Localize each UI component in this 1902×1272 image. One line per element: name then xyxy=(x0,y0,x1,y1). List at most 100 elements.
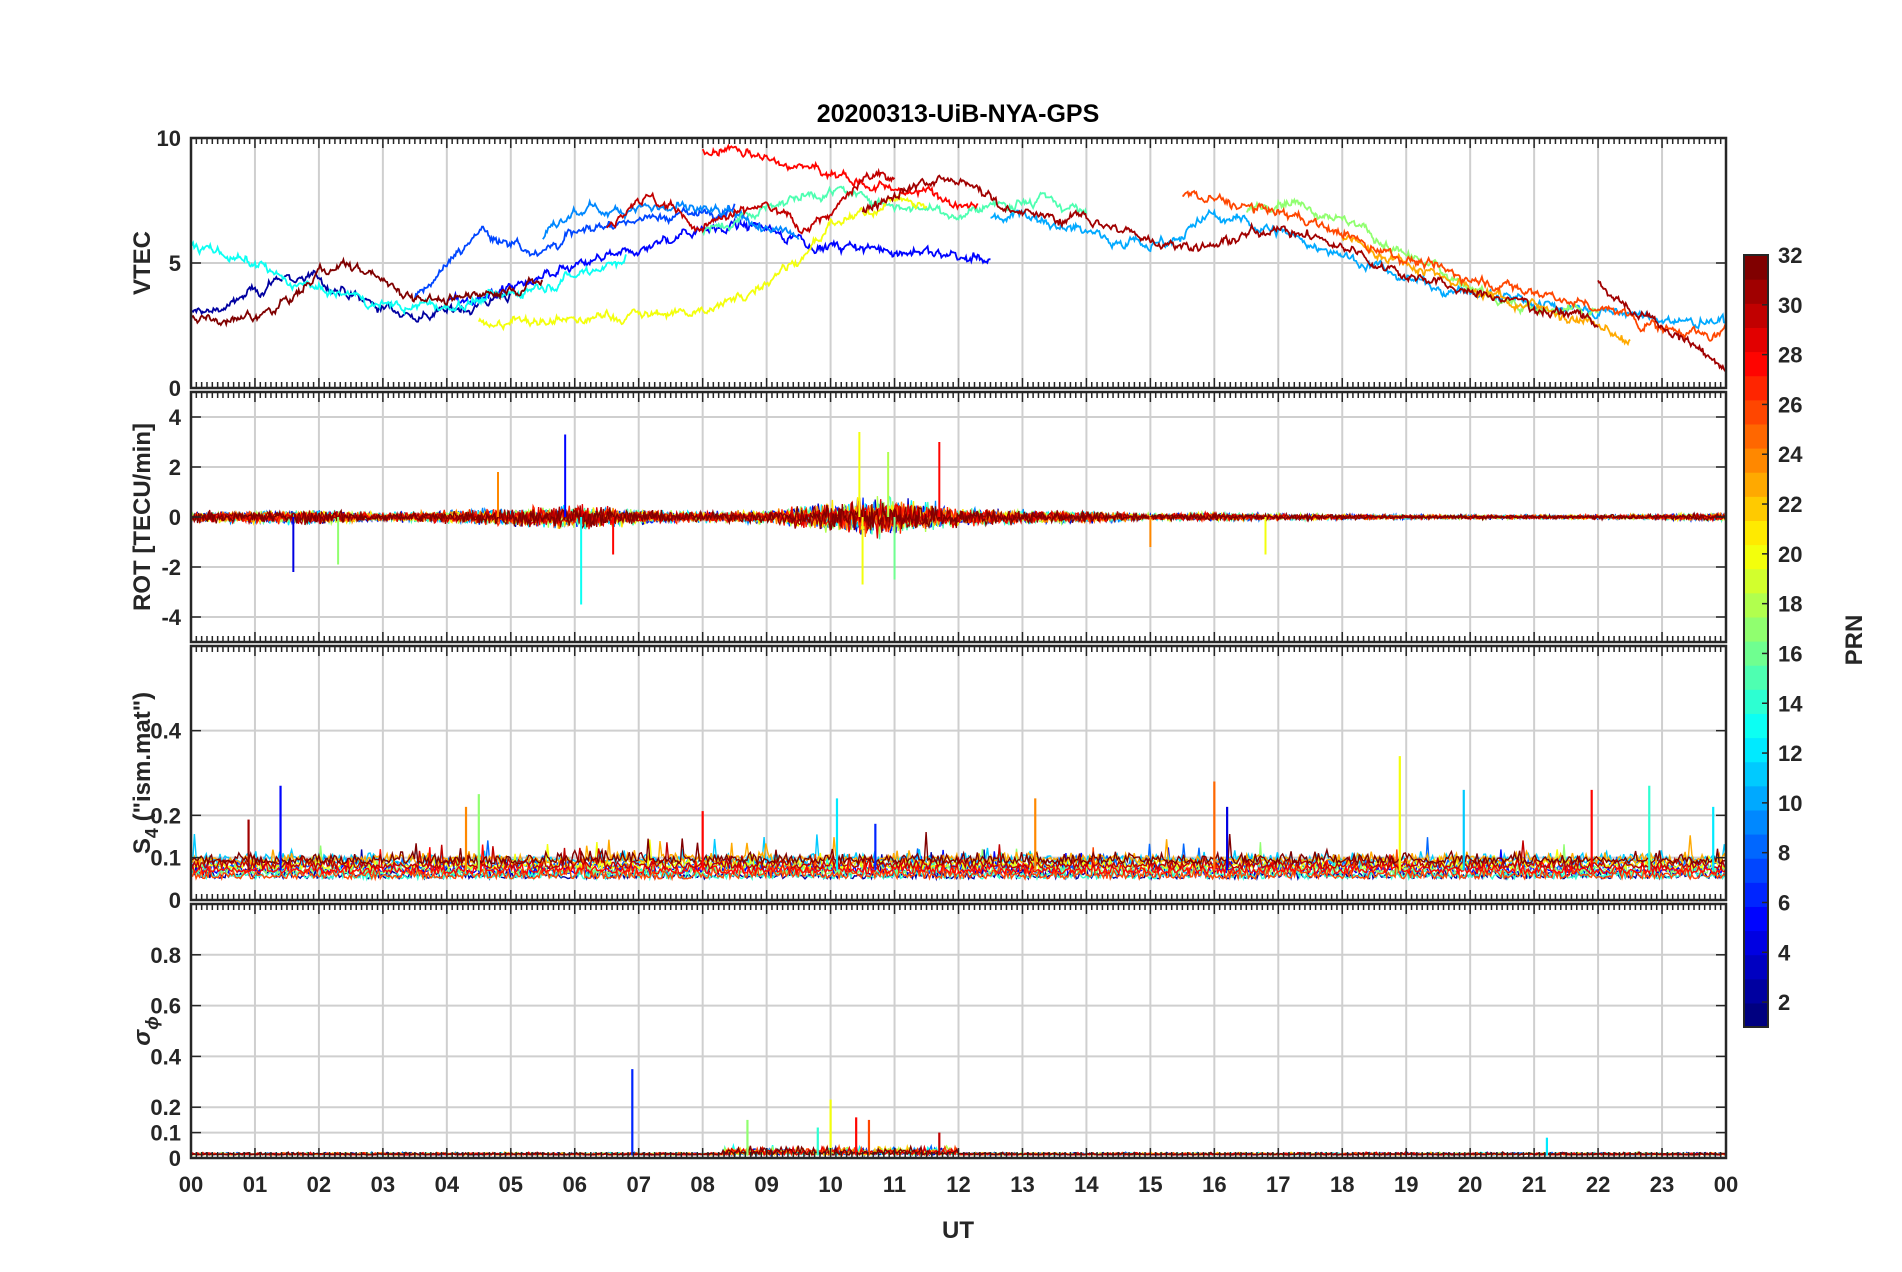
colorbar-tick-label: 14 xyxy=(1778,691,1803,716)
y-tick-label: 0.4 xyxy=(150,719,181,744)
series-line-prn-9 xyxy=(542,198,800,240)
colorbar-segment xyxy=(1744,858,1768,883)
x-axis-label: UT xyxy=(942,1217,974,1244)
colorbar-segment xyxy=(1744,834,1768,859)
colorbar-segment xyxy=(1744,399,1768,425)
series-line-prn-32 xyxy=(191,256,544,328)
x-tick-label: 04 xyxy=(435,1172,460,1197)
y-axis-label: σϕ xyxy=(129,1016,162,1046)
colorbar-segment xyxy=(1744,616,1768,642)
y-tick-label: 5 xyxy=(169,251,181,276)
colorbar-segment xyxy=(1744,327,1768,353)
colorbar-label: PRN xyxy=(1841,615,1868,666)
x-tick-label: 03 xyxy=(371,1172,395,1197)
colorbar-tick-label: 24 xyxy=(1778,442,1803,467)
y-tick-label: 0.6 xyxy=(150,994,181,1019)
colorbar-segment xyxy=(1744,448,1768,473)
x-tick-label: 12 xyxy=(946,1172,970,1197)
y-tick-label: 0.2 xyxy=(150,1095,181,1120)
y-tick-label: 0.4 xyxy=(150,1044,181,1069)
x-tick-label: 21 xyxy=(1522,1172,1546,1197)
y-axis-label: ROT [TECU/min] xyxy=(129,423,156,611)
x-tick-label: 07 xyxy=(626,1172,650,1197)
colorbar-segment xyxy=(1744,978,1768,1004)
colorbar-tick-label: 2 xyxy=(1778,990,1790,1015)
colorbar-tick-label: 8 xyxy=(1778,841,1790,866)
colorbar-segment xyxy=(1744,520,1768,546)
x-tick-label: 13 xyxy=(1010,1172,1034,1197)
x-tick-label: 22 xyxy=(1586,1172,1610,1197)
x-tick-label: 09 xyxy=(754,1172,778,1197)
colorbar-tick-label: 4 xyxy=(1778,940,1791,965)
colorbar-tick-label: 16 xyxy=(1778,641,1802,666)
colorbar-segment xyxy=(1744,906,1768,932)
colorbar-segment xyxy=(1744,930,1768,956)
colorbar-tick-label: 22 xyxy=(1778,492,1802,517)
colorbar-segment xyxy=(1744,279,1768,304)
x-tick-label: 11 xyxy=(883,1172,906,1197)
colorbar-tick-label: 12 xyxy=(1778,741,1802,766)
chart-title: 20200313-UiB-NYA-GPS xyxy=(817,100,1100,128)
series-line-prn-31 xyxy=(1597,280,1726,372)
y-tick-label: 0.2 xyxy=(150,803,181,828)
colorbar-frame xyxy=(1743,254,1769,1028)
s4-trace-prn-28 xyxy=(191,844,1726,877)
colorbar-segment xyxy=(1744,882,1768,907)
y-tick-label: 0 xyxy=(169,376,181,401)
colorbar-tick-label: 6 xyxy=(1778,890,1790,915)
x-tick-label: 01 xyxy=(243,1172,267,1197)
panel-3: 0 0.1 0.2 0.4S4 ("ism.mat") xyxy=(129,644,1728,913)
x-tick-label: 06 xyxy=(563,1172,587,1197)
x-tick-label: 02 xyxy=(307,1172,331,1197)
ticks xyxy=(190,646,1727,901)
colorbar-tick-label: 20 xyxy=(1778,542,1802,567)
x-tick-label: 05 xyxy=(499,1172,523,1197)
x-tick-label: 20 xyxy=(1458,1172,1482,1197)
colorbar-segment xyxy=(1744,954,1768,980)
x-tick-label: 23 xyxy=(1650,1172,1674,1197)
colorbar-segment xyxy=(1744,713,1768,739)
y-tick-label: 4 xyxy=(169,405,182,430)
grid xyxy=(190,904,1727,1159)
colorbar-segment xyxy=(1744,761,1768,787)
y-axis-label: S4 ("ism.mat") xyxy=(129,692,162,854)
series-line-prn-2 xyxy=(191,269,511,323)
y-tick-label: 2 xyxy=(169,455,181,480)
y-tick-label: 0.1 xyxy=(150,846,181,871)
x-tick-label: 08 xyxy=(690,1172,714,1197)
series-line-prn-30 xyxy=(606,167,896,235)
x-tick-label: 00 xyxy=(179,1172,203,1197)
series-line-prn-26 xyxy=(1182,189,1726,342)
series-line-prn-10 xyxy=(990,208,1726,330)
colorbar-segment xyxy=(1744,303,1768,328)
colorbar-tick-label: 26 xyxy=(1778,392,1802,417)
y-tick-label: -2 xyxy=(161,555,181,580)
colorbar-tick-label: 10 xyxy=(1778,791,1802,816)
colorbar-segment xyxy=(1744,809,1768,835)
y-tick-label: 0 xyxy=(169,505,181,530)
y-tick-label: -4 xyxy=(161,605,181,630)
y-tick-label: 0.8 xyxy=(150,943,181,968)
y-tick-label: 0 xyxy=(169,1146,181,1171)
ticks xyxy=(190,392,1727,642)
series-line-prn-28 xyxy=(701,143,979,211)
grid xyxy=(190,137,1727,389)
colorbar-tick-label: 28 xyxy=(1778,343,1802,368)
rot-trace-prn-32 xyxy=(191,502,1726,531)
colorbar-segment xyxy=(1744,496,1768,521)
colorbar-segment xyxy=(1744,375,1768,401)
y-axis-label: VTEC xyxy=(129,231,156,295)
x-tick-label: 19 xyxy=(1394,1172,1418,1197)
s4-trace-prn-17 xyxy=(191,842,1726,877)
s4-trace-prn-32 xyxy=(191,832,1726,867)
colorbar-segment xyxy=(1744,472,1768,497)
colorbar-segment xyxy=(1744,255,1768,280)
series-line-prn-20 xyxy=(477,193,928,332)
series-line-prn-23 xyxy=(1341,235,1631,347)
x-tick-labels: 00 01 02 03 04 05 06 07 08 09 10 11 12 13 14 15 16 17 18 19… xyxy=(179,1172,1738,1197)
colorbar-segment xyxy=(1744,423,1768,449)
colorbar-tick-label: 18 xyxy=(1778,592,1802,617)
colorbar-segment xyxy=(1744,665,1768,690)
colorbar-segment xyxy=(1744,568,1768,594)
x-tick-label: 16 xyxy=(1202,1172,1226,1197)
